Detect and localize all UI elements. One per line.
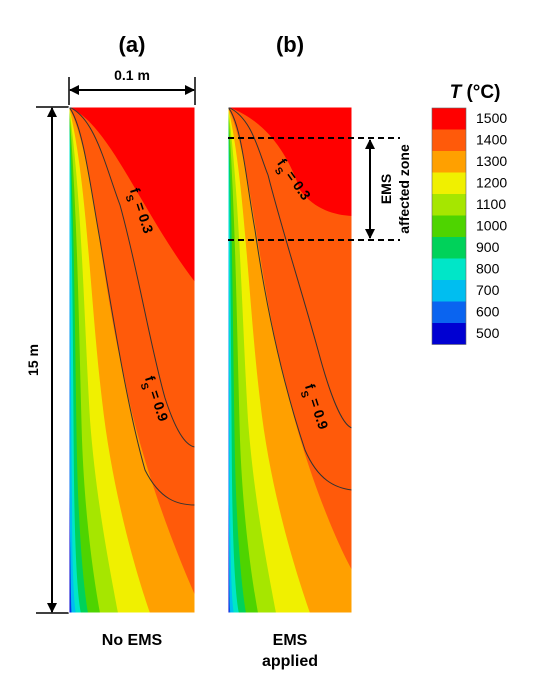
legend-label: 1400 — [476, 132, 507, 148]
legend-label: 800 — [476, 261, 500, 277]
legend-label: 1300 — [476, 153, 507, 169]
panel-a-contour-plot — [69, 107, 195, 613]
legend-label: 1500 — [476, 110, 507, 126]
panel-b-contour-plot — [228, 107, 352, 613]
panel-a-label: (a) — [119, 32, 146, 57]
legend-swatch — [432, 237, 466, 259]
caption-b-line1: EMS — [273, 632, 308, 649]
legend-label: 1000 — [476, 218, 507, 234]
panel-b-frame — [227, 106, 353, 614]
legend-label: 1200 — [476, 175, 507, 191]
legend-label: 600 — [476, 304, 500, 320]
ems-zone-label-line1: EMS — [378, 174, 394, 204]
temperature-legend: T (°C) 1500 1400 1300 1200 1100 1000 900 800 700… — [431, 82, 507, 345]
ems-zone-label-line2: affected zone — [396, 144, 412, 234]
legend-swatch — [432, 323, 466, 345]
legend-swatch — [432, 258, 466, 280]
legend-swatch — [432, 194, 466, 216]
legend-label: 700 — [476, 282, 500, 298]
legend-label: 1100 — [476, 196, 506, 212]
legend-swatch — [432, 129, 466, 151]
legend-label: 500 — [476, 325, 500, 341]
legend-swatch — [432, 151, 466, 173]
width-label: 0.1 m — [114, 67, 150, 83]
legend-border — [431, 107, 467, 345]
panel-a-frame — [68, 106, 196, 614]
height-label: 15 m — [25, 344, 41, 376]
legend-swatch — [432, 280, 466, 302]
legend-swatch — [432, 108, 466, 130]
legend-swatch — [432, 172, 466, 194]
legend-swatch — [432, 301, 466, 323]
legend-label: 900 — [476, 239, 500, 255]
caption-b-line2: applied — [262, 653, 318, 670]
caption-a: No EMS — [102, 632, 163, 649]
panel-b-label: (b) — [276, 32, 304, 57]
legend-title: T (°C) — [450, 82, 501, 103]
legend-swatch — [432, 215, 466, 237]
